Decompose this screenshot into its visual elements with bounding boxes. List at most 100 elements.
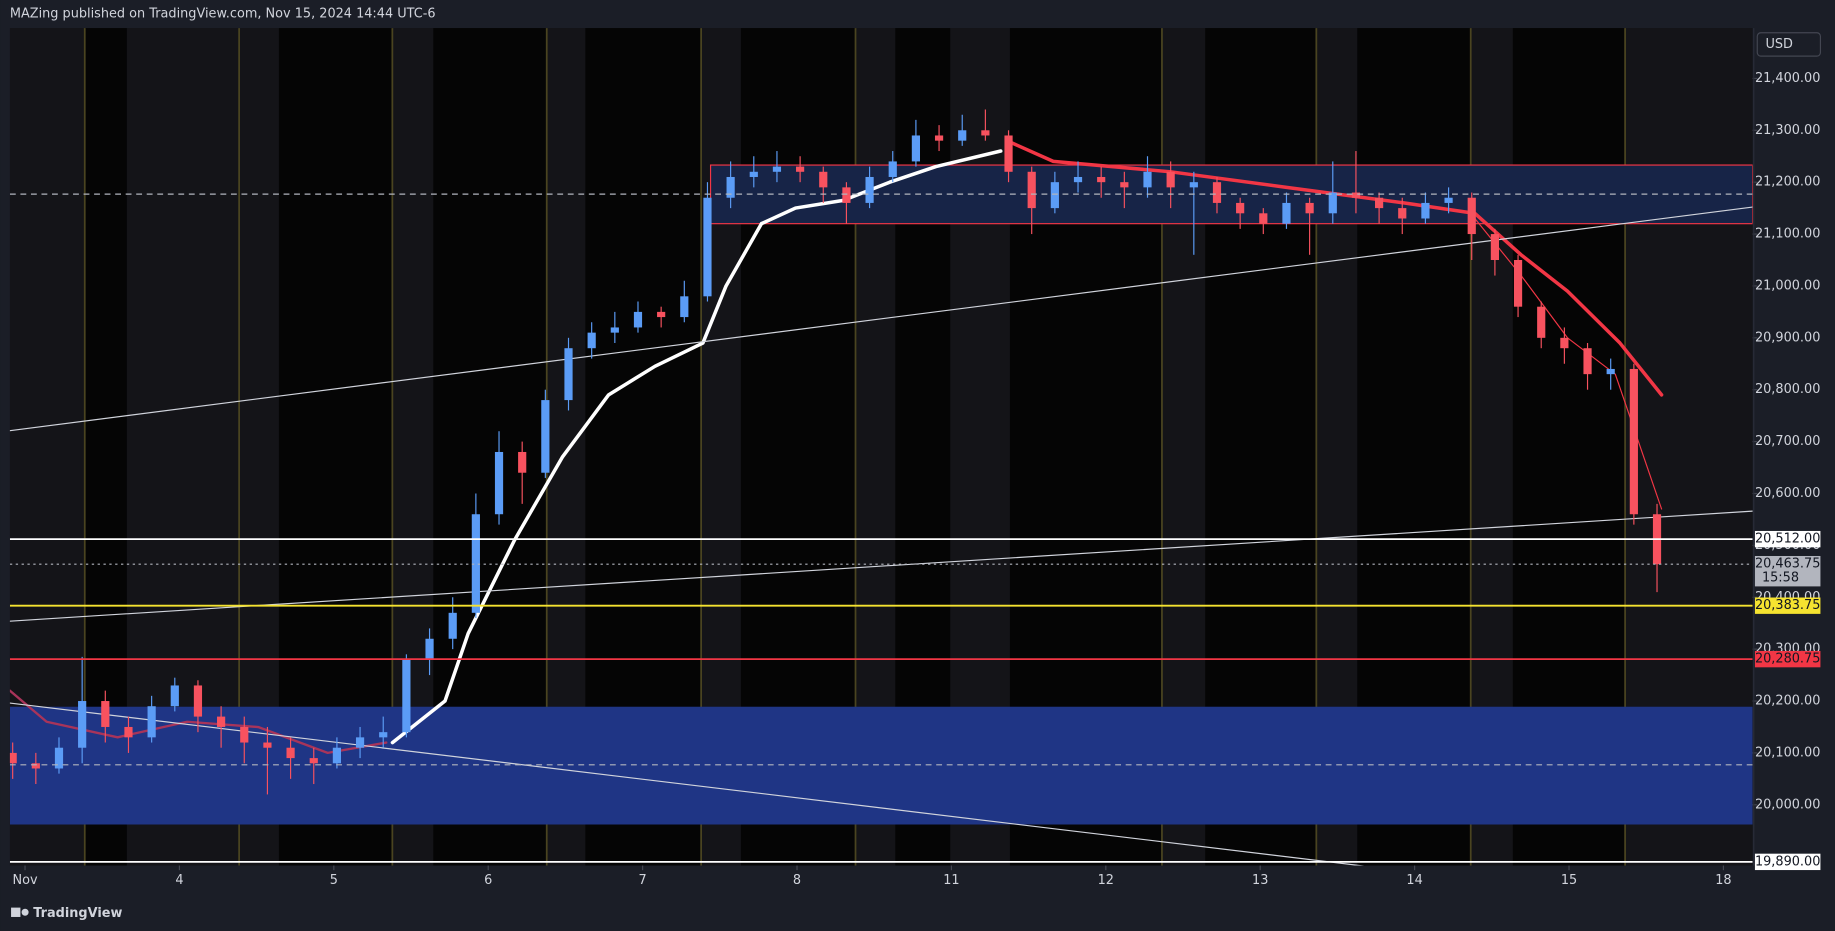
price-label-bg	[1754, 530, 1821, 548]
candle-body	[1328, 192, 1337, 214]
candle-body	[124, 726, 133, 738]
candle-body	[749, 171, 758, 177]
candle-body	[1120, 182, 1129, 188]
candle-body	[842, 187, 851, 203]
candle-body	[1027, 171, 1036, 209]
candle-body	[1606, 368, 1615, 375]
x-tick-label: 5	[330, 873, 338, 888]
price-label: 19,890.00	[1755, 854, 1820, 869]
price-countdown: 15:58	[1762, 571, 1799, 586]
y-tick-label: 20,700.00	[1755, 434, 1820, 449]
candle-body	[657, 311, 666, 318]
x-tick-label: 18	[1715, 873, 1731, 888]
x-tick-label: 14	[1406, 873, 1422, 888]
candle-body	[1560, 337, 1569, 349]
candle-body	[9, 752, 17, 764]
x-tick-label: 8	[793, 873, 801, 888]
x-tick-label: 7	[639, 873, 647, 888]
logo-icon	[21, 908, 29, 916]
logo: TradingView	[11, 906, 122, 921]
candle-body	[1143, 171, 1152, 188]
y-tick-label: 20,200.00	[1755, 694, 1820, 709]
price-label-bg	[1754, 853, 1821, 871]
price-label-bg	[1754, 597, 1821, 614]
price-label: 20,383.75	[1755, 598, 1820, 613]
price-label-bg	[1754, 650, 1821, 668]
y-tick-label: 20,600.00	[1755, 486, 1820, 501]
candle-body	[934, 135, 944, 141]
x-tick-label: 11	[943, 873, 959, 888]
candle-body	[286, 747, 295, 759]
candle-body	[1444, 197, 1453, 203]
overlay-line	[9, 206, 1753, 432]
candle-body	[147, 706, 156, 738]
candle-body	[1629, 368, 1638, 515]
y-tick-label: 20,900.00	[1755, 330, 1820, 345]
overlay-line	[1005, 138, 1664, 397]
candle-body	[796, 166, 805, 172]
y-tick-label: 21,000.00	[1755, 278, 1820, 293]
overlay-line	[9, 510, 1753, 622]
candle-body	[610, 327, 619, 333]
candle-body	[31, 763, 40, 769]
y-tick-label: 20,000.00	[1755, 797, 1820, 812]
candle-body	[865, 176, 874, 203]
candle-body	[1513, 259, 1523, 307]
candle-body	[1236, 202, 1245, 214]
candle-body	[1073, 176, 1083, 183]
candle-body	[541, 400, 550, 473]
y-tick-label: 20,100.00	[1755, 745, 1820, 760]
candle-body	[911, 135, 920, 162]
candle-body	[1398, 208, 1407, 219]
candle-body	[425, 638, 434, 660]
y-tick-label: 21,200.00	[1755, 175, 1820, 190]
logo-text: TradingView	[33, 906, 122, 921]
candle-body	[680, 296, 689, 318]
candle-body	[1467, 197, 1476, 235]
candle-body	[217, 716, 226, 727]
candle-body	[402, 659, 411, 733]
y-tick-label: 21,400.00	[1755, 71, 1820, 86]
candle-body	[1189, 182, 1198, 188]
price-label: 20,512.00	[1755, 532, 1820, 547]
overlay-line	[390, 149, 1003, 745]
candle-body	[332, 747, 342, 764]
zone	[9, 706, 1753, 825]
x-tick-label: 12	[1098, 873, 1114, 888]
candle-body	[1351, 192, 1361, 198]
candle-body	[1421, 202, 1430, 219]
candle-body	[193, 685, 203, 717]
candle-body	[471, 514, 480, 613]
candle-body	[78, 701, 87, 748]
x-tick-label: Nov	[12, 873, 37, 888]
y-tick-label: 21,300.00	[1755, 123, 1820, 138]
x-tick-label: 13	[1252, 873, 1268, 888]
candle-body	[1583, 348, 1592, 375]
candle-body	[494, 451, 504, 515]
price-label: 20,280.75	[1755, 652, 1820, 667]
candle-body	[958, 130, 967, 141]
x-tick-label: 15	[1561, 873, 1577, 888]
candle-body	[355, 737, 365, 748]
candle-body	[981, 130, 990, 136]
candle-body	[1212, 182, 1222, 203]
x-tick-label: 4	[175, 873, 183, 888]
candle-body	[1259, 213, 1268, 224]
y-tick-label: 20,800.00	[1755, 382, 1820, 397]
currency-box[interactable]	[1756, 32, 1822, 57]
candle-body	[170, 685, 179, 707]
candle-body	[1166, 171, 1175, 188]
candle-body	[263, 742, 272, 748]
candle-body	[1004, 135, 1013, 172]
candle-body	[888, 161, 897, 177]
candle-body	[1537, 306, 1546, 338]
candle-body	[1375, 197, 1384, 209]
candle-body	[101, 701, 110, 727]
publish-header: MAZing published on TradingView.com, Nov…	[10, 7, 436, 22]
candle-body	[240, 726, 249, 743]
candle-body	[1282, 202, 1291, 224]
candle-body	[448, 612, 457, 639]
price-label-bg	[1754, 555, 1821, 587]
overlay-line	[9, 689, 388, 755]
